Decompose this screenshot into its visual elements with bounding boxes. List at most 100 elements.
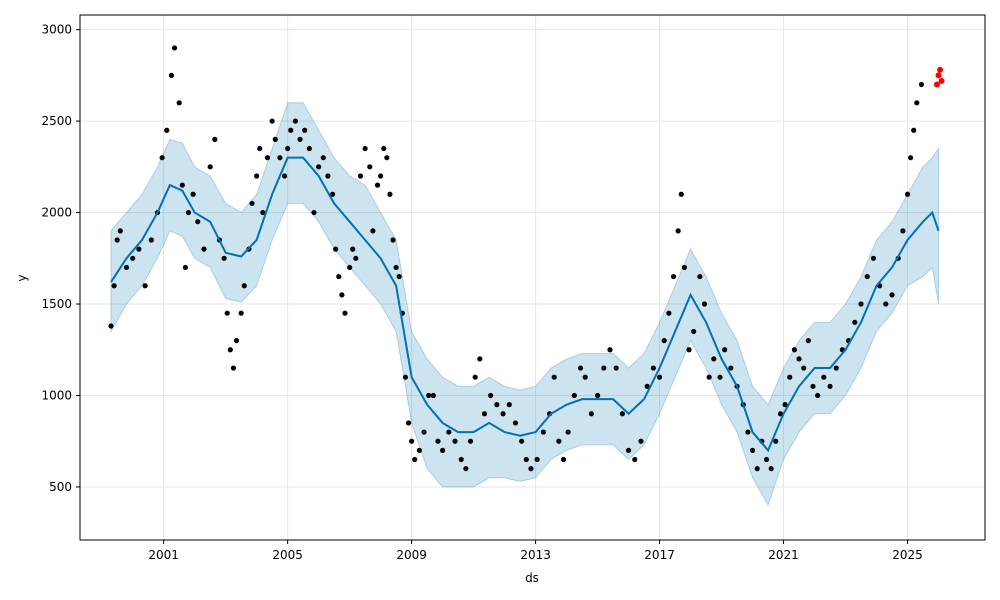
observed-point (914, 100, 920, 106)
observed-point (678, 191, 684, 197)
observed-point (452, 438, 458, 444)
observed-point (297, 136, 303, 142)
observed-point (827, 383, 833, 389)
observed-point (260, 209, 266, 216)
highlight-point (938, 77, 945, 84)
observed-point (241, 283, 247, 289)
observed-point (190, 191, 196, 197)
observed-point (463, 466, 469, 472)
observed-point (670, 273, 677, 280)
observed-point (601, 365, 607, 371)
observed-point (123, 264, 130, 271)
y-tick-label: 2000 (41, 206, 72, 220)
observed-point (159, 155, 165, 161)
observed-point (488, 392, 494, 399)
observed-point (171, 45, 178, 51)
observed-point (320, 155, 326, 161)
observed-point (342, 310, 348, 316)
observed-point (534, 456, 540, 463)
observed-point (350, 246, 356, 252)
observed-point (179, 182, 185, 188)
observed-point (613, 365, 619, 371)
observed-point (227, 347, 233, 353)
observed-point (821, 374, 827, 380)
observed-point (387, 191, 393, 197)
observed-point (233, 338, 240, 344)
observed-point (728, 365, 734, 371)
observed-point (768, 466, 774, 472)
observed-point (249, 200, 255, 207)
observed-point (164, 127, 170, 133)
observed-point (577, 365, 584, 371)
observed-point (302, 127, 308, 133)
observed-point (472, 374, 478, 380)
observed-point (477, 356, 483, 362)
observed-point (182, 264, 188, 271)
observed-point (481, 411, 488, 417)
y-tick-label: 2500 (41, 114, 72, 128)
observed-point (918, 81, 925, 88)
observed-point (108, 323, 114, 329)
observed-point (565, 429, 571, 435)
observed-point (571, 392, 577, 399)
observed-point (523, 456, 529, 463)
observed-point (717, 374, 723, 380)
observed-point (711, 356, 717, 362)
x-tick-label: 2017 (644, 548, 675, 562)
observed-point (625, 447, 632, 453)
observed-point (357, 173, 364, 179)
y-tick-label: 1000 (41, 388, 72, 402)
x-tick-label: 2021 (768, 548, 799, 562)
observed-point (405, 420, 412, 426)
observed-point (254, 173, 260, 179)
x-tick-label: 2025 (892, 548, 923, 562)
x-tick-label: 2009 (396, 548, 427, 562)
y-axis-label: y (15, 274, 29, 281)
observed-point (805, 338, 811, 344)
observed-point (588, 411, 594, 417)
observed-point (540, 429, 546, 435)
observed-point (551, 374, 557, 380)
observed-point (889, 292, 895, 298)
observed-point (810, 383, 816, 389)
observed-point (362, 145, 368, 152)
highlight-point (933, 81, 940, 88)
observed-point (458, 456, 464, 463)
uncertainty-band (110, 102, 940, 507)
observed-point (367, 164, 373, 170)
observed-point (142, 283, 148, 289)
observed-point (607, 347, 613, 353)
observed-point (390, 237, 396, 243)
observed-point (560, 456, 567, 463)
observed-point (430, 392, 436, 399)
observed-point (801, 365, 807, 371)
y-tick-label: 3000 (41, 23, 72, 37)
observed-point (136, 246, 142, 252)
observed-point (722, 347, 728, 353)
observed-point (528, 466, 534, 472)
observed-point (594, 392, 601, 399)
observed-point (666, 310, 672, 316)
grid (80, 15, 985, 540)
x-tick-label: 2001 (148, 548, 179, 562)
observed-point (168, 72, 175, 78)
observed-point (749, 447, 756, 453)
observed-point (353, 255, 359, 261)
observed-point (506, 402, 512, 408)
observed-point (201, 246, 207, 252)
x-axis: 2001 2005 2009 2013 2017 2021 2025 (148, 540, 923, 562)
observed-point (416, 447, 422, 453)
highlight-point (935, 72, 942, 79)
observed-point (440, 447, 446, 453)
observed-point (114, 237, 120, 243)
observed-point (900, 228, 906, 234)
observed-point (421, 429, 427, 435)
observed-point (650, 365, 656, 371)
observed-point (325, 173, 331, 179)
y-tick-label: 500 (49, 480, 72, 494)
observed-point (582, 374, 588, 380)
observed-point (370, 228, 376, 234)
observed-point (111, 283, 117, 289)
observed-point (207, 164, 213, 170)
observed-point (908, 155, 914, 161)
